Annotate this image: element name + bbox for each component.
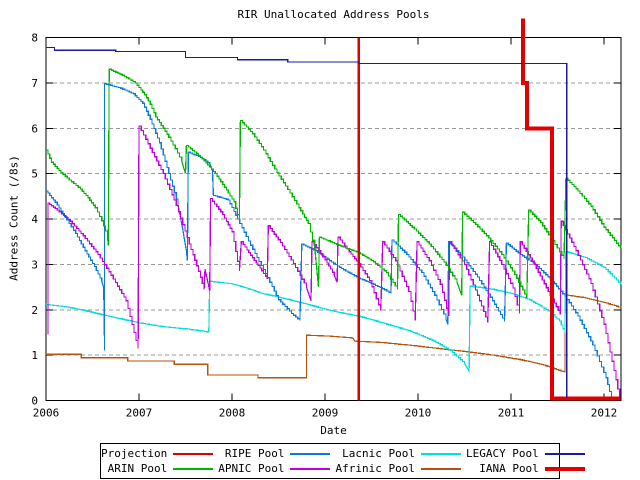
x-tick-label-2009: 2009 bbox=[312, 407, 339, 420]
legend-line-sample-legacy bbox=[544, 452, 585, 455]
x-tick-label-2012: 2012 bbox=[591, 407, 618, 420]
legend-label-legacy: LEGACY Pool bbox=[465, 447, 539, 460]
legend-item-arin: ARIN Pool bbox=[101, 461, 218, 476]
y-tick-label-1: 1 bbox=[31, 349, 38, 362]
legend-label-lacnic: Lacnic Pool bbox=[342, 447, 415, 460]
x-tick-label-2010: 2010 bbox=[405, 407, 432, 420]
y-tick-label-5: 5 bbox=[31, 168, 38, 181]
series-line-ripe bbox=[46, 83, 613, 399]
x-tick-label-2011: 2011 bbox=[498, 407, 525, 420]
legend-line-sample-apnic bbox=[290, 467, 331, 470]
series-line-legacy bbox=[46, 46, 568, 399]
y-tick-label-2: 2 bbox=[31, 304, 38, 317]
chart-title: RIR Unallocated Address Pools bbox=[237, 8, 430, 21]
y-tick-label-0: 0 bbox=[31, 395, 38, 408]
legend-line-sample-afrinic bbox=[420, 467, 461, 470]
legend-item-apnic: APNIC Pool bbox=[218, 461, 335, 476]
x-tick-label-2007: 2007 bbox=[126, 407, 153, 420]
legend-label-iana: IANA Pool bbox=[479, 462, 539, 475]
legend-item-ripe: RIPE Pool bbox=[218, 446, 335, 461]
x-tick-label-2006: 2006 bbox=[33, 407, 60, 420]
y-tick-label-4: 4 bbox=[31, 213, 38, 226]
legend-item-afrinic: Afrinic Pool bbox=[335, 461, 465, 476]
legend-line-sample-iana bbox=[544, 466, 585, 471]
legend-line-sample-arin bbox=[173, 467, 214, 470]
y-tick-label-6: 6 bbox=[31, 122, 38, 135]
x-tick-label-2008: 2008 bbox=[219, 407, 246, 420]
y-tick-label-8: 8 bbox=[31, 32, 38, 45]
legend-item-legacy: LEGACY Pool bbox=[466, 446, 590, 461]
x-axis-label: Date bbox=[320, 424, 347, 437]
legend-label-afrinic: Afrinic Pool bbox=[335, 462, 415, 475]
legend-label-ripe: RIPE Pool bbox=[224, 447, 285, 460]
y-tick-label-3: 3 bbox=[31, 258, 38, 271]
legend-item-projection: Projection bbox=[101, 446, 218, 461]
legend-line-sample-projection bbox=[173, 452, 214, 455]
series-line-afrinic bbox=[46, 294, 622, 379]
legend-line-sample-lacnic bbox=[420, 452, 461, 455]
y-tick-label-7: 7 bbox=[31, 77, 38, 90]
legend-label-apnic: APNIC Pool bbox=[218, 462, 285, 475]
legend-line-sample-ripe bbox=[290, 452, 331, 455]
series-line-lacnic bbox=[45, 251, 622, 374]
legend-label-arin: ARIN Pool bbox=[107, 462, 168, 475]
legend: Projection RIPE Pool Lacnic Pool LEGACY Poo… bbox=[100, 443, 585, 479]
series-line-iana bbox=[521, 18, 621, 401]
legend-item-iana: IANA Pool bbox=[466, 461, 590, 476]
series-line-arin bbox=[46, 68, 622, 299]
legend-item-lacnic: Lacnic Pool bbox=[335, 446, 465, 461]
legend-label-projection: Projection bbox=[101, 447, 168, 460]
